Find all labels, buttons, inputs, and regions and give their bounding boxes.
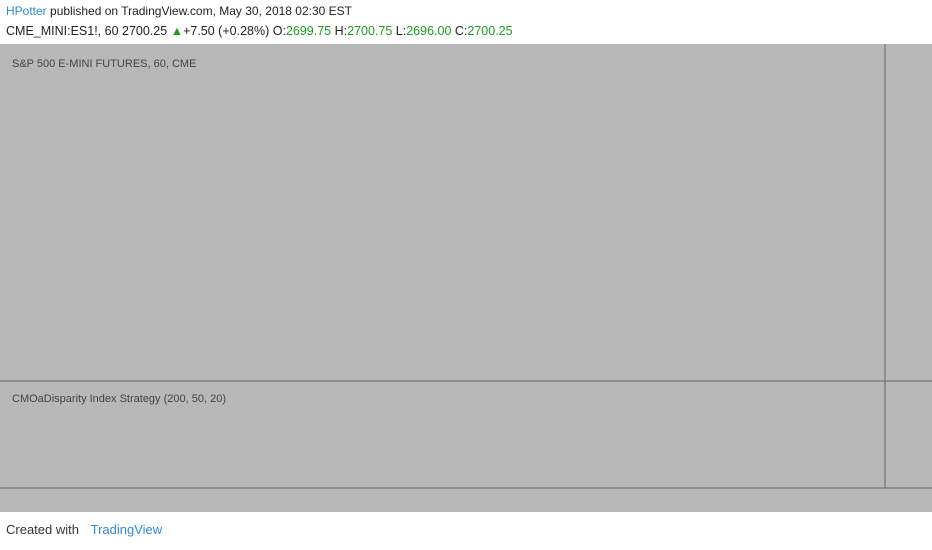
- price: 2700.25: [122, 24, 168, 38]
- chart: S&P 500 E-MINI FUTURES, 60, CME CMOaDisp…: [0, 44, 932, 512]
- change: +7.50 (+0.28%): [183, 24, 270, 38]
- footer: Created with TradingView: [6, 522, 162, 537]
- symbol: CME_MINI:ES1!, 60: [6, 24, 119, 38]
- c-label: C:: [454, 24, 468, 38]
- author[interactable]: HPotter: [6, 4, 47, 18]
- publish-line: HPotter published on TradingView.com, Ma…: [6, 4, 352, 18]
- created: Created with: [6, 522, 79, 537]
- low: 2696.00: [406, 24, 452, 38]
- close: 2700.25: [467, 24, 513, 38]
- published: published on TradingView.com, May 30, 20…: [50, 4, 352, 18]
- indicator-title: CMOaDisparity Index Strategy (200, 50, 2…: [12, 393, 226, 405]
- l-label: L:: [395, 24, 407, 38]
- chart-bg: [0, 44, 932, 512]
- h-label: H:: [334, 24, 348, 38]
- high: 2700.75: [347, 24, 393, 38]
- brand[interactable]: TradingView: [90, 522, 163, 537]
- pane-title: S&P 500 E-MINI FUTURES, 60, CME: [12, 58, 196, 70]
- quote-line: CME_MINI:ES1!, 60 2700.25 ▲+7.50 (+0.28%…: [6, 24, 513, 38]
- o-label: O:: [272, 24, 286, 38]
- open: 2699.75: [285, 24, 332, 38]
- arrow: ▲: [170, 24, 184, 38]
